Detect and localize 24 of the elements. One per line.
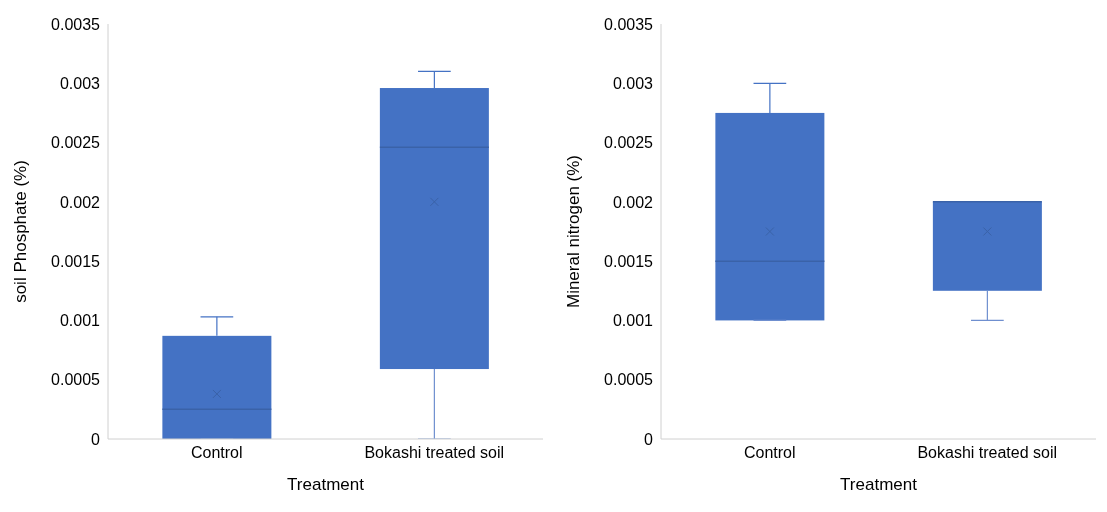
- x-tick-label: Control: [743, 444, 796, 462]
- y-tick-label: 0.002: [59, 193, 101, 211]
- y-tick-label: 0.001: [612, 312, 654, 330]
- y-tick-label: 0.0005: [51, 371, 101, 389]
- y-tick-label: 0.0015: [604, 252, 654, 270]
- y-tick-label: 0.0015: [51, 252, 101, 270]
- y-tick-label: 0: [91, 430, 101, 448]
- y-axis-title: soil Phosphate (%): [11, 160, 31, 303]
- y-tick-label: 0.0035: [51, 15, 101, 33]
- x-tick-label: Bokashi treated soil: [917, 444, 1058, 462]
- y-tick-label: 0.0005: [604, 371, 654, 389]
- x-tick-label: Control: [190, 444, 243, 462]
- x-axis-title: Treatment: [287, 475, 365, 494]
- y-tick-label: 0.002: [612, 193, 654, 211]
- y-tick-label: 0.003: [59, 74, 101, 92]
- x-tick-label: Bokashi treated soil: [364, 444, 505, 462]
- y-tick-label: 0.001: [59, 312, 101, 330]
- y-tick-label: 0.0025: [51, 134, 101, 152]
- y-tick-label: 0: [644, 430, 654, 448]
- y-tick-label: 0.0035: [604, 15, 654, 33]
- y-tick-label: 0.003: [612, 74, 654, 92]
- y-axis-title: Mineral nitrogen (%): [564, 154, 584, 309]
- x-axis-title: Treatment: [840, 475, 918, 494]
- y-tick-label: 0.0025: [604, 134, 654, 152]
